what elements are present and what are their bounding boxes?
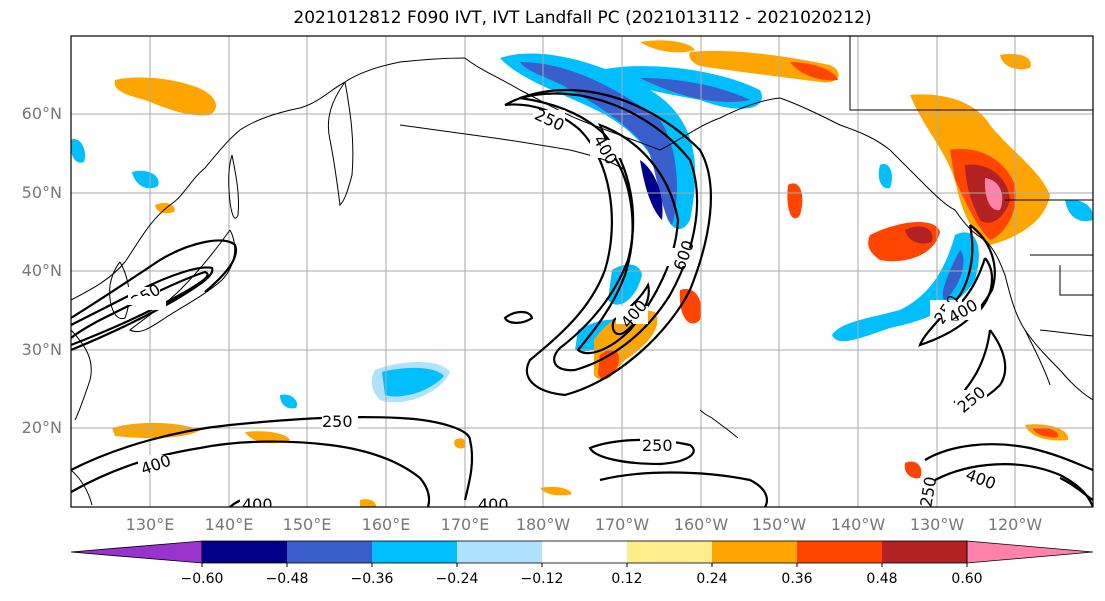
colorbar-tick-label: −0.60	[180, 571, 224, 587]
contour-250	[924, 443, 1093, 472]
colorbar-tick-label: 0.12	[611, 571, 643, 587]
positive-anomaly-core	[905, 226, 933, 244]
positive-anomaly-region	[790, 62, 838, 81]
map-title: 2021012812 F090 IVT, IVT Landfall PC (20…	[293, 8, 872, 28]
coastline-asia	[71, 57, 466, 301]
colorbar-tick-label: 0.24	[696, 571, 728, 587]
positive-anomaly-region	[904, 461, 922, 479]
contour-label: 250	[322, 412, 353, 431]
contour-400	[1059, 477, 1093, 501]
negative-anomaly-region	[382, 367, 444, 397]
colorbar-swatch	[882, 541, 967, 563]
colorbar-tick-label: −0.48	[265, 571, 309, 587]
lon-label: 130°E	[125, 515, 175, 534]
contour-label: 250	[642, 436, 673, 455]
colorbar-tick-label: −0.24	[435, 571, 479, 587]
positive-anomaly-region	[787, 183, 803, 219]
coastline-baja	[1024, 329, 1051, 386]
colorbar	[70, 540, 1094, 567]
lon-label: 140°W	[830, 515, 886, 534]
contour-label: 400	[478, 495, 509, 514]
coastline-sakhalin	[228, 154, 239, 219]
map-frame	[70, 35, 1094, 508]
colorbar-tick-label: −0.36	[350, 571, 394, 587]
contour-250	[504, 88, 713, 397]
colorbar-swatch	[542, 541, 627, 563]
negative-anomaly-core	[640, 160, 663, 220]
negative-anomaly-region	[132, 170, 159, 189]
colorbar-tick-label: 0.48	[866, 571, 898, 587]
lon-label: 130°W	[909, 515, 965, 534]
negative-anomaly-region	[71, 139, 85, 163]
positive-anomaly-region	[540, 486, 572, 496]
negative-anomaly-core	[520, 62, 677, 225]
contour-250	[71, 266, 214, 352]
coastline-japan	[129, 229, 236, 333]
positive-anomaly-region	[454, 438, 466, 449]
contour-400	[503, 310, 534, 324]
positive-anomaly-region	[689, 50, 839, 83]
lat-label: 20°N	[21, 418, 62, 437]
coastline-china	[71, 329, 92, 421]
lon-label: 170°E	[440, 515, 490, 534]
negative-anomaly-region	[1065, 199, 1093, 222]
border-us-canada	[849, 36, 1093, 111]
positive-anomaly-region	[640, 40, 695, 53]
lat-label: 60°N	[21, 104, 62, 123]
contour-250	[599, 471, 768, 507]
lat-label: 40°N	[21, 261, 62, 280]
contour-400	[519, 92, 699, 372]
contour-250	[463, 439, 474, 501]
colorbar-swatch	[287, 541, 372, 563]
colorbar-swatch	[202, 541, 287, 563]
colorbar-swatch	[627, 541, 712, 563]
contour-400	[71, 270, 209, 347]
positive-anomaly-region	[245, 431, 290, 444]
positive-anomaly-region	[360, 499, 377, 507]
coastline-kamchatka	[327, 81, 354, 207]
negative-anomaly-core	[942, 250, 964, 300]
colorbar-swatch	[372, 541, 457, 563]
graticule	[71, 36, 1093, 507]
negative-anomaly-region	[280, 394, 298, 409]
negative-anomaly-region	[500, 53, 696, 229]
border-states	[1030, 254, 1093, 296]
contour-250	[71, 239, 238, 319]
negative-anomaly-core	[640, 78, 750, 102]
negative-anomaly-region	[878, 164, 892, 189]
shaded-field	[71, 40, 1093, 507]
lon-label: 160°E	[361, 515, 411, 534]
border-us-mexico	[1039, 329, 1093, 337]
colorbar-swatch	[712, 541, 797, 563]
contour-250	[71, 415, 472, 471]
lon-label: 170°W	[594, 515, 650, 534]
colorbar-ticks	[201, 563, 968, 567]
colorbar-extend-low	[70, 540, 203, 564]
colorbar-extend-high	[966, 540, 1094, 564]
contour-label: 400	[242, 495, 273, 514]
coastline-hawaii	[699, 409, 739, 439]
colorbar-tick-label: 0.36	[781, 571, 813, 587]
lon-label: 180°W	[515, 515, 571, 534]
lat-label: 50°N	[21, 183, 62, 202]
lon-label: 140°E	[204, 515, 254, 534]
lon-label: 160°W	[673, 515, 729, 534]
colorbar-swatch	[797, 541, 882, 563]
lon-label: 150°W	[751, 515, 807, 534]
positive-anomaly-core	[984, 178, 1003, 211]
positive-anomaly-region	[1032, 427, 1059, 438]
lon-label: 120°W	[987, 515, 1043, 534]
contour-250	[918, 224, 996, 347]
colorbar-swatch	[457, 541, 542, 563]
colorbar-tick-label: 0.60	[951, 571, 983, 587]
lon-label: 150°E	[282, 515, 332, 534]
contour-250	[588, 438, 695, 466]
colorbar-tick-label: −0.12	[520, 571, 564, 587]
lat-label: 30°N	[21, 340, 62, 359]
positive-anomaly-region	[114, 77, 217, 116]
contour-600	[576, 123, 680, 355]
